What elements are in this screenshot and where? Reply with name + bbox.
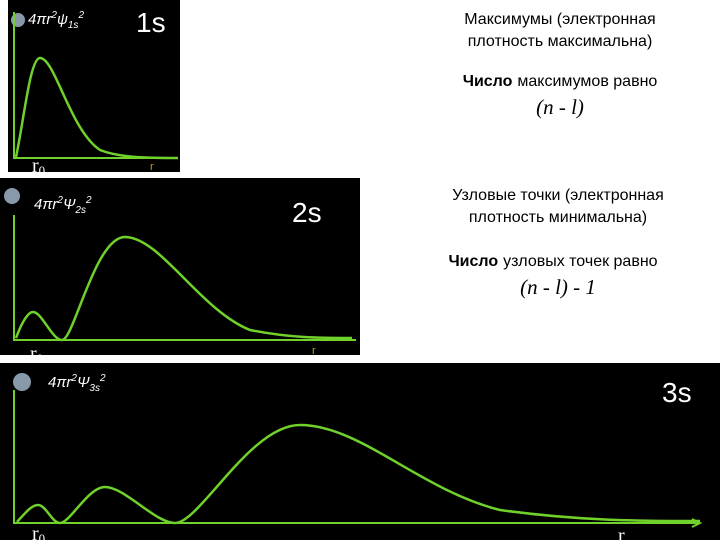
axis [13, 12, 178, 159]
orbital: 1s [136, 7, 166, 38]
formula: (n - l) - 1 [520, 275, 596, 299]
panel-bg [0, 363, 720, 540]
count-line: Число максимумов равно [463, 73, 658, 90]
axis-label: r [618, 525, 625, 540]
note-line: Узловые точки (электронная [452, 187, 664, 204]
axis [13, 215, 356, 341]
note-line: Максимумы (электронная [464, 11, 655, 28]
panel-bg [0, 178, 360, 355]
icon [4, 188, 20, 204]
origin: r0 [32, 523, 45, 540]
orbital: 3s [662, 377, 692, 408]
icon [13, 373, 31, 391]
orbital: 2s [292, 197, 322, 228]
note-line: плотность максимальна) [468, 33, 653, 50]
origin: r0 [30, 343, 43, 366]
origin: r0 [32, 155, 45, 178]
y-label: 4πr2Ψ2s2 [34, 195, 92, 216]
count-line: Число узловых точек равно [448, 253, 657, 270]
axis-label: r [312, 345, 316, 357]
axis-label: r [150, 161, 154, 173]
y-label: 4πr2ψ1s2 [28, 10, 84, 31]
curve [16, 423, 701, 525]
curve [14, 56, 179, 160]
panel-bg [8, 0, 180, 172]
formula: (n - l) [536, 95, 584, 119]
y-label: 4πr2Ψ3s2 [48, 373, 106, 394]
curve [14, 235, 353, 342]
note-line: плотность минимальна) [469, 209, 647, 226]
